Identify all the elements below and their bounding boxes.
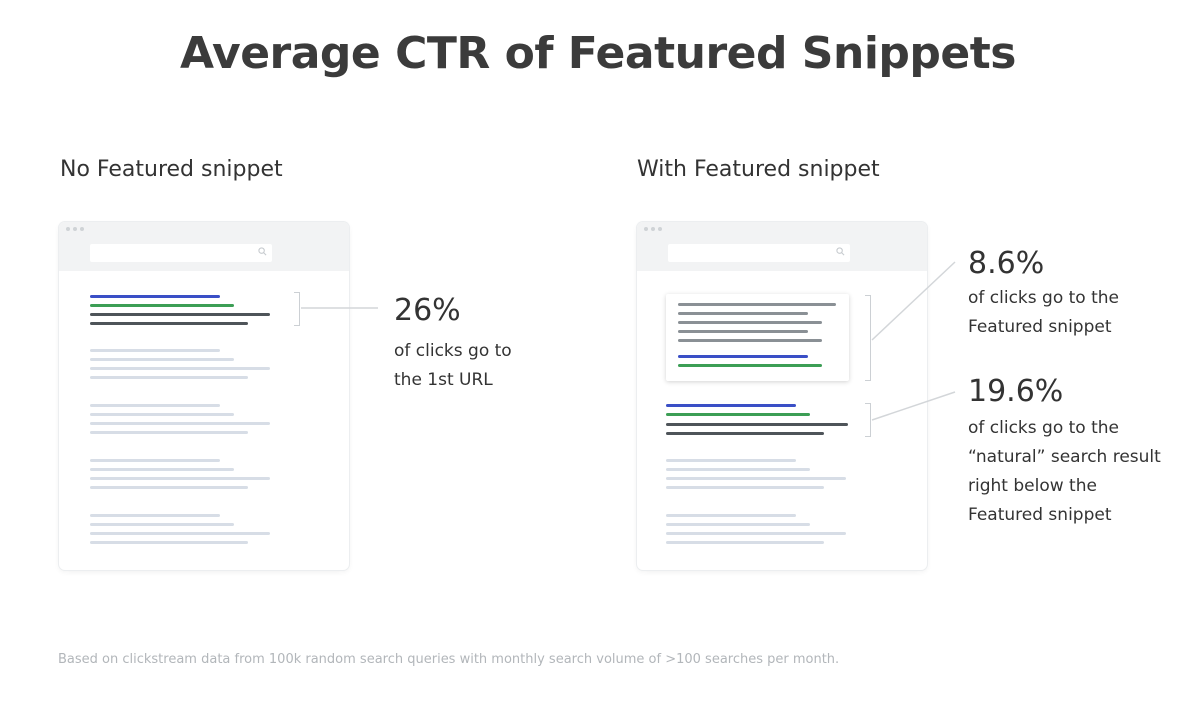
- browser-toolbar: [637, 222, 927, 271]
- browser-mockup-with-snippet: [637, 222, 927, 570]
- featured-snippet-box: [666, 294, 849, 381]
- page-title: Average CTR of Featured Snippets: [180, 28, 1016, 79]
- window-dots-icon: [66, 227, 84, 231]
- search-icon: [258, 247, 267, 256]
- natural-result-ctr-description: of clicks go to the “natural” search res…: [968, 418, 1161, 525]
- browser-mockup-no-snippet: [59, 222, 349, 570]
- window-dots-icon: [644, 227, 662, 231]
- snippet-bracket: [865, 295, 871, 381]
- footnote: Based on clickstream data from 100k rand…: [58, 652, 840, 667]
- search-icon: [836, 247, 845, 256]
- natural-result-ctr-value: 19.6%: [968, 374, 1064, 409]
- first-url-ctr-description: of clicks go to the 1st URL: [394, 341, 512, 390]
- browser-toolbar: [59, 222, 349, 271]
- snippet-ctr-value: 8.6%: [968, 246, 1045, 281]
- first-url-ctr-value: 26%: [394, 293, 461, 328]
- search-bar: [90, 244, 272, 262]
- result-bracket: [865, 403, 871, 437]
- search-bar: [668, 244, 850, 262]
- right-panel-heading: With Featured snippet: [637, 157, 880, 182]
- snippet-ctr-description: of clicks go to the Featured snippet: [968, 288, 1119, 337]
- left-panel-heading: No Featured snippet: [60, 157, 283, 182]
- result-bracket: [294, 292, 300, 326]
